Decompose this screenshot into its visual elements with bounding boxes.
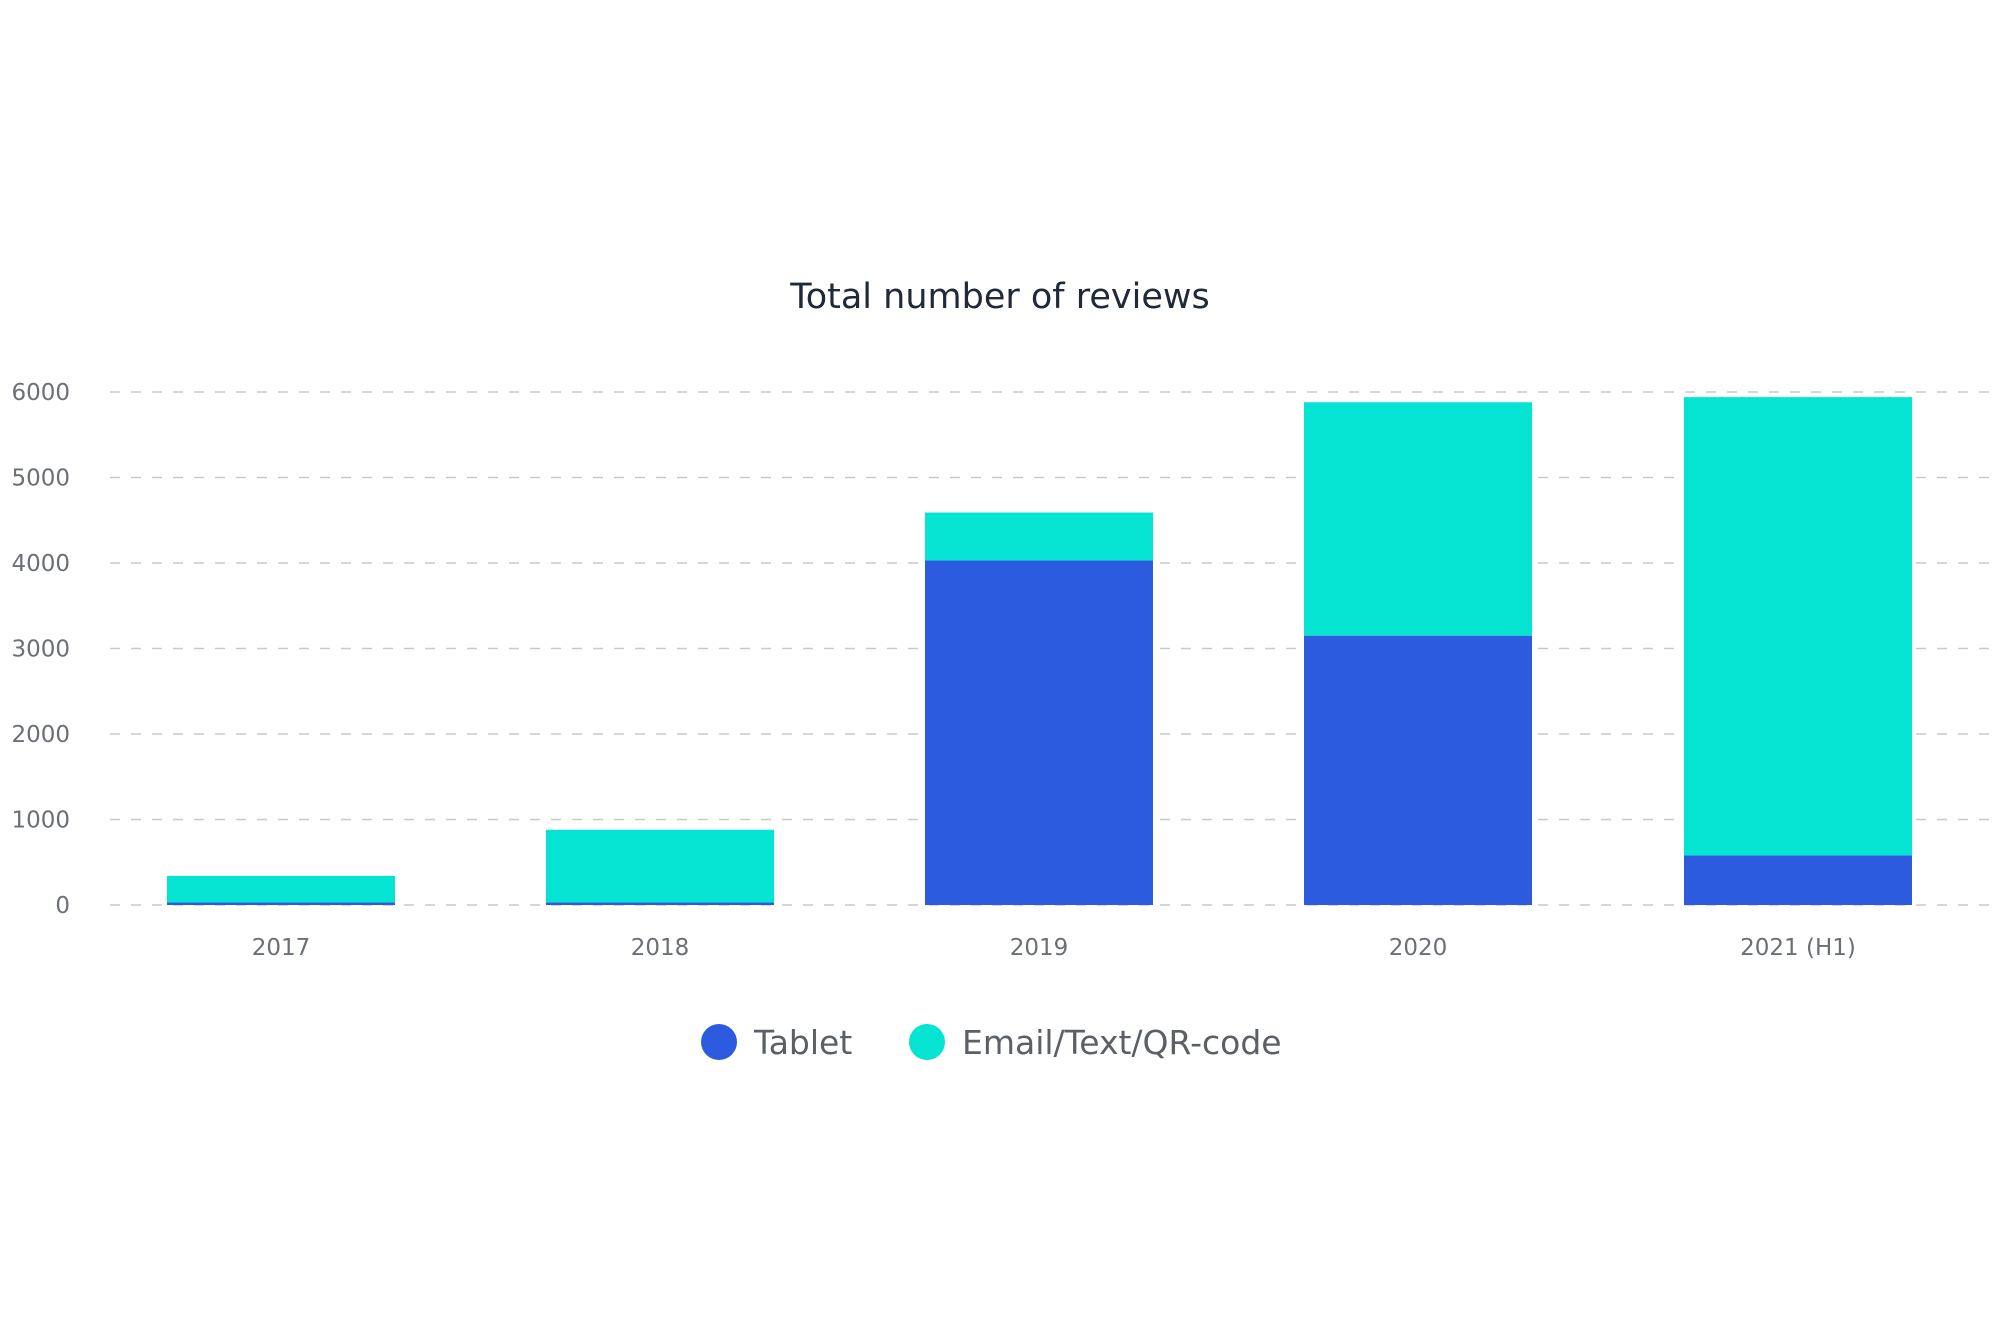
x-category-label: 2019 bbox=[1010, 935, 1069, 961]
legend-swatch bbox=[909, 1024, 945, 1060]
bar-email-text-qr-2021-H1 bbox=[1684, 397, 1912, 856]
x-axis-categories: 2017 2018 2019 2020 2021 (H1) bbox=[252, 935, 1856, 961]
bar-tablet-2020 bbox=[1304, 635, 1532, 905]
legend-label: Tablet bbox=[753, 1023, 852, 1062]
bar-tablet-2018 bbox=[546, 902, 774, 905]
chart-title: Total number of reviews bbox=[789, 277, 1209, 317]
bar-email-text-qr-2019 bbox=[925, 512, 1153, 561]
bar-tablet-2021-H1 bbox=[1684, 855, 1912, 905]
legend-item-email-text-qr-code: Email/Text/QR-code bbox=[909, 1023, 1282, 1062]
legend-label: Email/Text/QR-code bbox=[962, 1023, 1282, 1062]
y-tick-label: 4000 bbox=[11, 551, 70, 577]
bars bbox=[167, 397, 1912, 905]
y-tick-label: 6000 bbox=[11, 380, 70, 406]
legend: Tablet Email/Text/QR-code bbox=[701, 1023, 1282, 1062]
y-axis-ticks: 0 1000 2000 3000 4000 5000 6000 bbox=[11, 380, 70, 919]
y-tick-label: 3000 bbox=[11, 637, 70, 663]
y-tick-label: 1000 bbox=[11, 808, 70, 834]
bar-tablet-2017 bbox=[167, 902, 395, 905]
x-category-label: 2018 bbox=[631, 935, 690, 961]
legend-swatch bbox=[701, 1024, 737, 1060]
bar-email-text-qr-2020 bbox=[1304, 402, 1532, 636]
bar-tablet-2019 bbox=[925, 560, 1153, 905]
y-tick-label: 0 bbox=[55, 893, 70, 919]
x-category-label: 2020 bbox=[1389, 935, 1448, 961]
legend-item-tablet: Tablet bbox=[701, 1023, 852, 1062]
y-tick-label: 2000 bbox=[11, 722, 70, 748]
x-category-label: 2017 bbox=[252, 935, 311, 961]
bar-email-text-qr-2017 bbox=[167, 875, 395, 903]
bar-email-text-qr-2018 bbox=[546, 829, 774, 903]
x-category-label: 2021 (H1) bbox=[1740, 935, 1856, 961]
y-tick-label: 5000 bbox=[11, 466, 70, 492]
